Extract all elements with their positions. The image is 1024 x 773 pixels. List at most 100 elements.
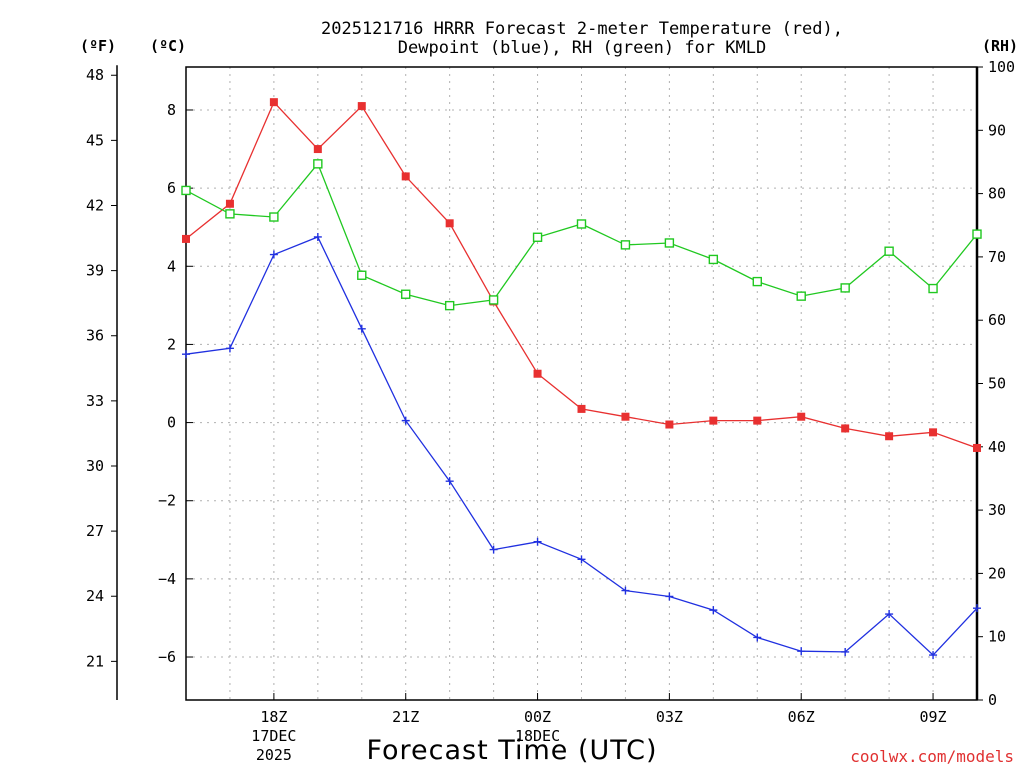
- celsius-tick-label: 0: [167, 414, 176, 432]
- rh-tick-label: 80: [988, 185, 1006, 203]
- temperature-point: [753, 416, 762, 425]
- temperature-point: [445, 219, 454, 228]
- series: [181, 98, 982, 660]
- dewpoint-point: [489, 545, 498, 554]
- temperature-point: [665, 420, 674, 429]
- temperature-point: [533, 369, 542, 378]
- temperature-point: [357, 102, 366, 111]
- temperature-point: [929, 428, 938, 437]
- dewpoint-point: [182, 350, 190, 359]
- dewpoint-point: [313, 232, 322, 241]
- dewpoint-point: [665, 592, 674, 601]
- rh-point: [269, 212, 279, 222]
- fahrenheit-tick-label: 21: [86, 652, 104, 670]
- fahrenheit-tick-label: 33: [86, 392, 104, 410]
- x-tick-label: 18Z: [260, 708, 287, 726]
- dewpoint-point: [269, 250, 278, 259]
- celsius-tick-label: 2: [167, 335, 176, 353]
- fahrenheit-unit-label: (ºF): [80, 37, 116, 55]
- x-tick-label: 00Z: [524, 708, 551, 726]
- temperature-point: [841, 424, 850, 433]
- rh-point: [401, 289, 411, 299]
- rh-point: [620, 240, 631, 250]
- x-tick-label: 21Z: [392, 708, 419, 726]
- rh-tick-label: 40: [988, 438, 1006, 456]
- chart-title-line1: 2025121716 HRRR Forecast 2-meter Tempera…: [321, 19, 843, 39]
- rh-tick-label: 30: [988, 501, 1006, 519]
- rh-tick-label: 0: [988, 691, 997, 709]
- celsius-tick-label: 6: [167, 179, 176, 197]
- dewpoint-point: [445, 477, 454, 486]
- rh-point: [708, 254, 719, 265]
- rh-point: [313, 159, 323, 169]
- dewpoint-point: [533, 537, 542, 546]
- temperature-point: [973, 443, 981, 452]
- rh-tick-label: 20: [988, 564, 1006, 582]
- dewpoint-point: [225, 344, 234, 353]
- rh-point: [357, 270, 367, 280]
- temperature-point: [269, 98, 278, 107]
- dewpoint-point: [709, 606, 718, 615]
- dewpoint-point: [841, 647, 850, 656]
- x-tick-date: 18DEC: [515, 727, 560, 745]
- rh-point: [444, 300, 455, 311]
- dewpoint-point: [797, 647, 806, 656]
- fahrenheit-tick-label: 45: [86, 131, 104, 149]
- fahrenheit-tick-label: 30: [86, 457, 104, 475]
- credit-text[interactable]: coolwx.com/models: [850, 747, 1014, 766]
- temperature-point: [225, 199, 234, 208]
- rh-point: [488, 295, 499, 305]
- celsius-tick-label: 8: [167, 101, 176, 119]
- rh-tick-label: 50: [988, 375, 1006, 393]
- x-tick-date: 17DEC: [251, 727, 296, 745]
- rh-point: [972, 229, 982, 239]
- rh-tick-label: 90: [988, 121, 1006, 139]
- celsius-tick-label: −4: [158, 570, 176, 588]
- rh-tick-label: 60: [988, 311, 1006, 329]
- temperature-point: [885, 432, 894, 441]
- temperature-point: [182, 234, 190, 243]
- rh-point: [928, 283, 938, 294]
- fahrenheit-tick-label: 24: [86, 587, 104, 605]
- rh-point: [796, 291, 806, 301]
- axes: 86420−2−4−648454239363330272421100908070…: [86, 58, 1015, 764]
- fahrenheit-tick-label: 48: [86, 66, 104, 84]
- celsius-unit-label: (ºC): [150, 37, 186, 55]
- celsius-tick-label: −6: [158, 648, 176, 666]
- fahrenheit-tick-label: 42: [86, 196, 104, 214]
- x-tick-label: 09Z: [920, 708, 947, 726]
- fahrenheit-tick-label: 36: [86, 327, 104, 345]
- x-tick-year: 2025: [256, 746, 292, 764]
- rh-point: [884, 246, 894, 256]
- rh-tick-label: 70: [988, 248, 1006, 266]
- rh-point: [225, 209, 235, 219]
- rh-point: [576, 219, 587, 229]
- dewpoint-point: [885, 610, 894, 619]
- rh-point: [664, 238, 675, 248]
- dewpoint-point: [973, 604, 981, 613]
- temperature-point: [709, 416, 718, 425]
- dewpoint-point: [753, 633, 762, 642]
- temperature-point: [577, 404, 586, 413]
- rh-point: [532, 232, 543, 242]
- dewpoint-point: [357, 324, 366, 333]
- grid: [186, 67, 977, 700]
- x-axis-title: Forecast Time (UTC): [366, 735, 657, 766]
- temperature-point: [401, 172, 410, 181]
- celsius-tick-label: −2: [158, 492, 176, 510]
- dewpoint-point: [577, 555, 586, 564]
- x-tick-label: 03Z: [656, 708, 683, 726]
- temperature-point: [313, 145, 322, 154]
- celsius-tick-label: 4: [167, 257, 176, 275]
- rh-unit-label: (RH): [982, 37, 1018, 55]
- chart-title-line2: Dewpoint (blue), RH (green) for KMLD: [398, 38, 766, 58]
- rh-tick-label: 10: [988, 628, 1006, 646]
- fahrenheit-tick-label: 39: [86, 262, 104, 280]
- temperature-point: [621, 412, 630, 421]
- dewpoint-point: [401, 416, 410, 425]
- x-tick-label: 06Z: [788, 708, 815, 726]
- dewpoint-point: [621, 586, 630, 595]
- rh-tick-label: 100: [988, 58, 1015, 76]
- rh-point: [840, 283, 850, 293]
